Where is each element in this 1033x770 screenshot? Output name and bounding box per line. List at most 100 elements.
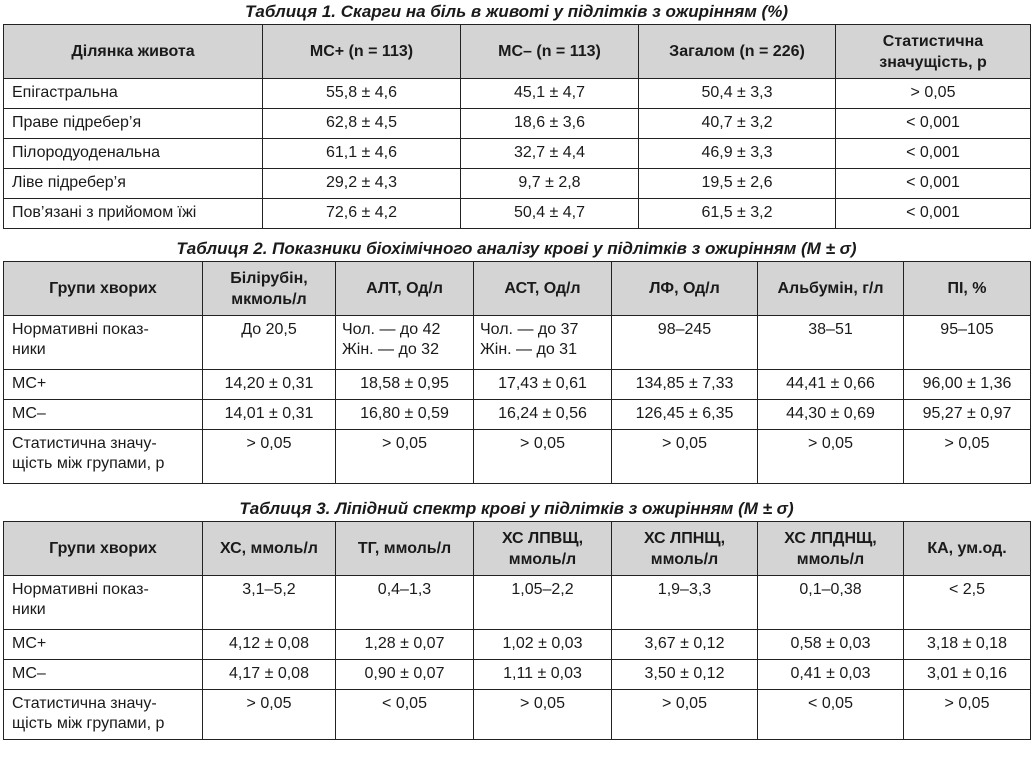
table-cell: 3,67 ± 0,12 (611, 629, 758, 660)
header-line: ХС, ммоль/л (220, 540, 318, 557)
table-cell: Чол. — до 42 Жін. — до 32 (335, 315, 474, 370)
table-cell: 14,01 ± 0,31 (202, 399, 336, 430)
cell-line: 44,41 ± 0,66 (786, 375, 875, 392)
cell-line: МС– (12, 405, 46, 422)
table-row: Праве підребер’я 62,8 ± 4,5 18,6 ± 3,6 40,7… (3, 108, 1031, 139)
cell-line: 0,58 ± 0,03 (790, 635, 871, 652)
header-line: значущість, p (879, 53, 987, 71)
cell-line: > 0,05 (944, 695, 990, 712)
cell-line: До 20,5 (241, 321, 297, 338)
cell-line: > 0,05 (520, 695, 565, 712)
header-line: КА, ум.од. (927, 540, 1007, 557)
table1-header-cell: МС– (n = 113) (460, 24, 639, 79)
table-cell: 62,8 ± 4,5 (262, 108, 461, 139)
table-row: Статистична значу-щість між групами, p > … (3, 429, 1031, 484)
table-cell: 50,4 ± 3,3 (638, 78, 836, 109)
header-cell: Альбумін, г/л (757, 261, 904, 316)
cell-line: > 0,05 (246, 435, 292, 452)
cell-line: Чол. — до 37 (480, 321, 579, 338)
header-line: ммоль/л (650, 550, 719, 568)
header-cell: ПІ, % (903, 261, 1031, 316)
table-cell: 98–245 (611, 315, 758, 370)
table-cell: 0,1–0,38 (757, 575, 904, 630)
table-cell: 19,5 ± 2,6 (638, 168, 836, 199)
table-row: Статистична значу-щість між групами, p > … (3, 689, 1031, 740)
table-cell: 0,58 ± 0,03 (757, 629, 904, 660)
header-line: АСТ, Од/л (504, 280, 581, 297)
table-cell: 29,2 ± 4,3 (262, 168, 461, 199)
cell-line: 0,41 ± 0,03 (790, 665, 871, 682)
header-line: Групи хворих (49, 280, 157, 297)
header-cell: КА, ум.од. (903, 521, 1031, 576)
table-cell: 50,4 ± 4,7 (460, 198, 639, 229)
table-cell: > 0,05 (202, 689, 336, 740)
table-cell: 44,30 ± 0,69 (757, 399, 904, 430)
cell-line: 1,05–2,2 (511, 581, 574, 598)
cell-line: Нормативні показ- (12, 321, 149, 338)
cell-line: 14,20 ± 0,31 (224, 375, 314, 392)
table-cell: < 0,001 (835, 108, 1031, 139)
table-row: Ліве підребер’я 29,2 ± 4,3 9,7 ± 2,8 19,5 ±… (3, 168, 1031, 199)
header-cell: Групи хворих (3, 521, 203, 576)
table-cell: 0,90 ± 0,07 (335, 659, 474, 690)
cell-line: Жін. — до 32 (342, 341, 439, 358)
row-label-cell: Епігастральна (3, 78, 263, 109)
header-line: Групи хворих (49, 540, 157, 557)
header-line: мкмоль/л (231, 290, 307, 308)
cell-line: Чол. — до 42 (342, 321, 441, 338)
table-cell: > 0,05 (903, 429, 1031, 484)
table-cell: 95–105 (903, 315, 1031, 370)
table-cell: 18,6 ± 3,6 (460, 108, 639, 139)
header-line: ПІ, % (947, 280, 987, 297)
table-cell: 46,9 ± 3,3 (638, 138, 836, 169)
row-label-cell: МС– (3, 399, 203, 430)
header-cell: АЛТ, Од/л (335, 261, 474, 316)
table-cell: < 0,05 (757, 689, 904, 740)
table-cell: 96,00 ± 1,36 (903, 369, 1031, 400)
table-cell: < 0,001 (835, 198, 1031, 229)
header-line: ммоль/л (796, 550, 865, 568)
cell-line: > 0,05 (382, 435, 427, 452)
cell-line: 17,43 ± 0,61 (498, 375, 587, 392)
header-cell: Групи хворих (3, 261, 203, 316)
table-cell: < 0,001 (835, 168, 1031, 199)
table-cell: 3,50 ± 0,12 (611, 659, 758, 690)
table-cell: > 0,05 (903, 689, 1031, 740)
cell-line: 4,12 ± 0,08 (229, 635, 309, 652)
table-row: Пілородуоденальна 61,1 ± 4,6 32,7 ± 4,4 46,… (3, 138, 1031, 169)
cell-line: 3,67 ± 0,12 (644, 635, 725, 652)
table-cell: > 0,05 (473, 689, 612, 740)
table-cell: 3,1–5,2 (202, 575, 336, 630)
cell-line: 95–105 (940, 321, 994, 338)
table-row: МС– 4,17 ± 0,08 0,90 ± 0,07 1,11 ± 0,03 3,50… (3, 659, 1031, 690)
cell-line: 1,28 ± 0,07 (364, 635, 445, 652)
header-line: Білірубін, (230, 269, 308, 287)
table-row: Нормативні показ-ники До 20,5 Чол. — до 42… (3, 315, 1031, 370)
table-cell: > 0,05 (611, 689, 758, 740)
table-cell: > 0,05 (335, 429, 474, 484)
cell-line: 3,1–5,2 (242, 581, 296, 598)
header-line: Альбумін, г/л (777, 280, 884, 297)
header-cell: АСТ, Од/л (473, 261, 612, 316)
table-row: Епігастральна 55,8 ± 4,6 45,1 ± 4,7 50,4 ± … (3, 78, 1031, 109)
cell-line: < 2,5 (948, 581, 986, 598)
table-cell: 55,8 ± 4,6 (262, 78, 461, 109)
table-cell: > 0,05 (202, 429, 336, 484)
table-cell: 17,43 ± 0,61 (473, 369, 612, 400)
cell-line: 1,9–3,3 (657, 581, 712, 598)
header-line: ммоль/л (508, 550, 577, 568)
cell-line: 3,18 ± 0,18 (927, 635, 1007, 652)
row-label-cell: МС+ (3, 629, 203, 660)
header-line: ЛФ, Од/л (649, 280, 720, 297)
cell-line: 134,85 ± 7,33 (635, 375, 734, 392)
header-line: Статистична (882, 32, 984, 50)
row-label-cell: МС– (3, 659, 203, 690)
cell-line: 3,01 ± 0,16 (927, 665, 1007, 682)
cell-line: 3,50 ± 0,12 (644, 665, 725, 682)
header-cell: ЛФ, Од/л (611, 261, 758, 316)
table1-header-cell: Загалом (n = 226) (638, 24, 836, 79)
cell-line: щість між групами, p (12, 455, 165, 472)
table-cell: 14,20 ± 0,31 (202, 369, 336, 400)
row-label-cell: Ліве підребер’я (3, 168, 263, 199)
row-label-cell: Статистична значу-щість між групами, p (3, 689, 203, 740)
